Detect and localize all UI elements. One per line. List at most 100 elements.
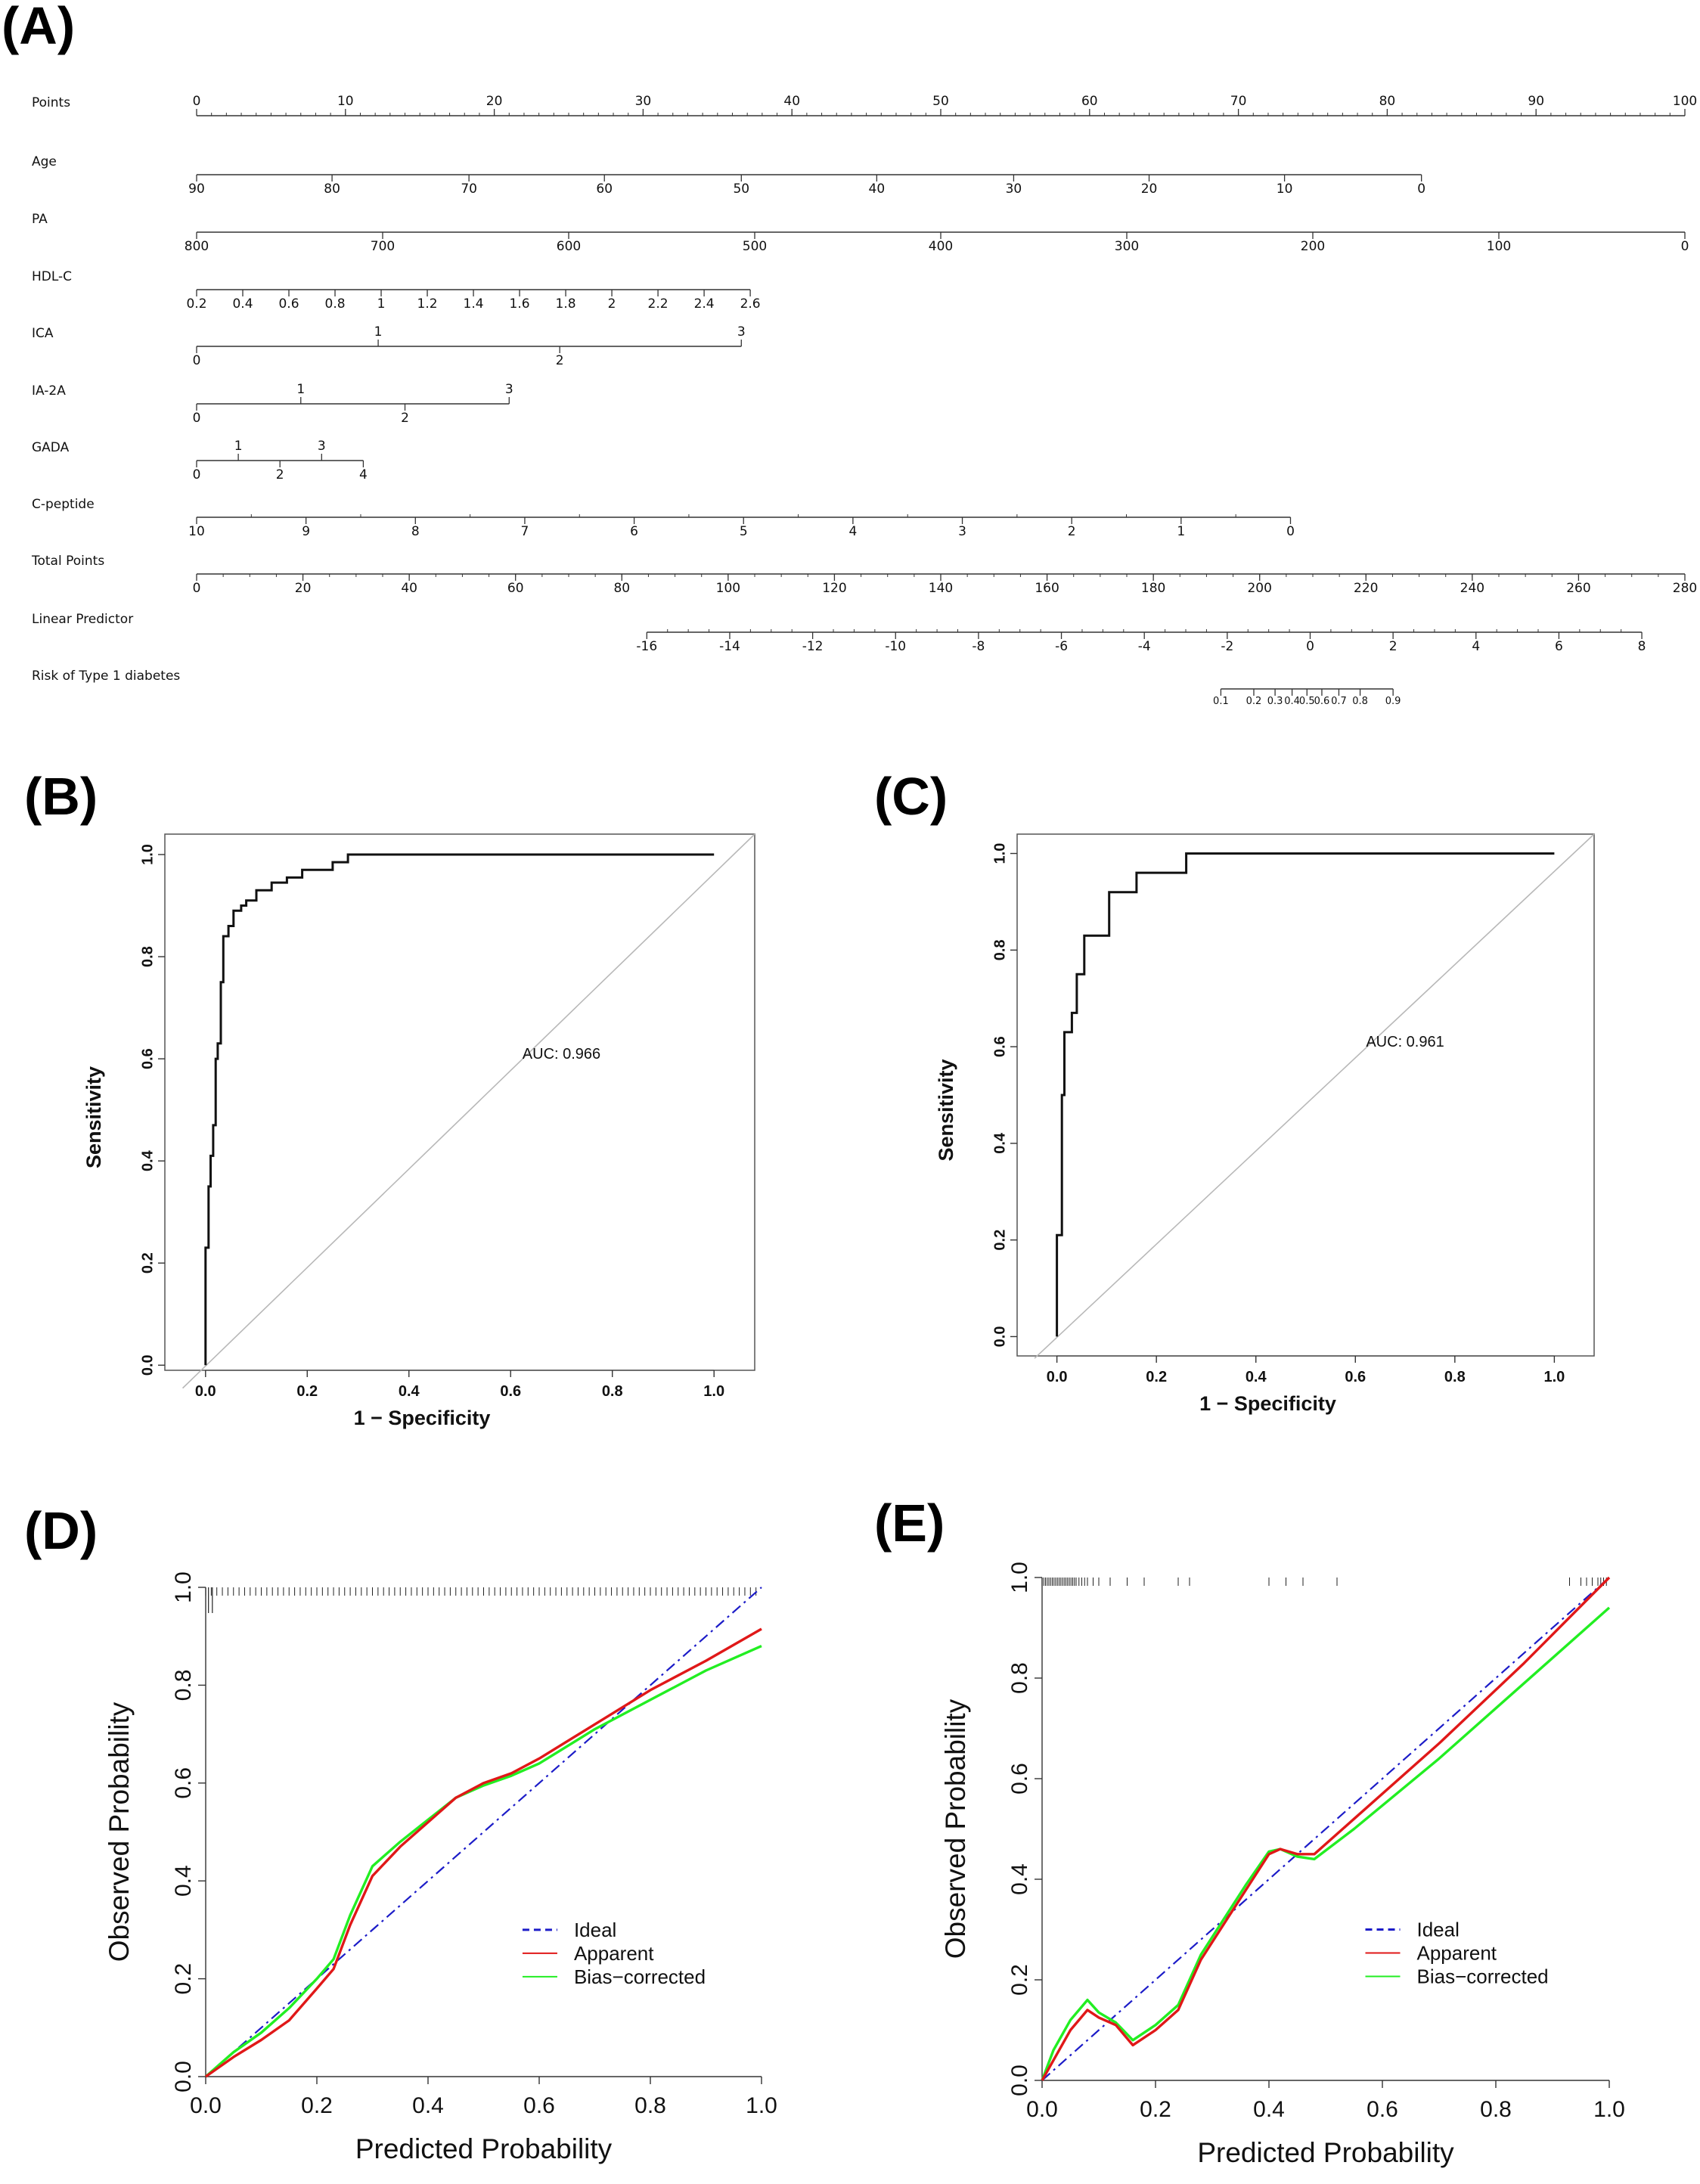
nomogram-tick-label-points: 60 bbox=[1081, 94, 1098, 109]
x-axis-title: Predicted Probability bbox=[355, 2133, 613, 2164]
nomogram-tick-label-linear-predictor: -4 bbox=[1138, 639, 1151, 654]
x-tick-label: 1.0 bbox=[703, 1383, 724, 1400]
nomogram-tick-label-pa: 500 bbox=[743, 239, 767, 254]
nomogram-tick-label-total-points: 40 bbox=[401, 581, 417, 596]
panel-letter-b: (B) bbox=[24, 767, 98, 826]
y-axis-title: Observed Probability bbox=[940, 1698, 971, 1959]
nomogram-tick-label-total-points: 120 bbox=[822, 581, 846, 596]
y-tick-label: 0.2 bbox=[171, 1963, 196, 1995]
legend-label-apparent: Apparent bbox=[1417, 1942, 1497, 1965]
x-tick-label: 1.0 bbox=[1543, 1369, 1565, 1385]
calibration-validation-panel: 0.0 0.2 0.4 0.6 0.8 1.0 0.0 0.2 0.4 0.6 0.8 1.0 Pred… bbox=[940, 1562, 1625, 2168]
nomogram-tick-label-total-points: 240 bbox=[1460, 581, 1484, 596]
nomogram-tick-label-ica: 2 bbox=[556, 353, 564, 368]
y-tick-label: 0.6 bbox=[991, 1036, 1008, 1057]
nomogram-tick-label-pa: 100 bbox=[1487, 239, 1511, 254]
nomogram-tick-label-gada: 0 bbox=[193, 467, 201, 482]
nomogram-tick-label-hdl-c: 1 bbox=[377, 296, 386, 312]
x-axis-title: 1 − Specificity bbox=[354, 1407, 491, 1429]
nomogram-label-ica: ICA bbox=[32, 326, 54, 341]
x-tick-label: 1.0 bbox=[746, 2093, 777, 2118]
nomogram-tick-label-pa: 600 bbox=[557, 239, 581, 254]
y-tick-label: 0.2 bbox=[139, 1252, 156, 1273]
nomogram-tick-label-age: 40 bbox=[869, 181, 886, 197]
nomogram-tick-label-linear-predictor: 0 bbox=[1306, 639, 1314, 654]
nomogram-tick-label-linear-predictor: -2 bbox=[1221, 639, 1233, 654]
nomogram-tick-label-gada: 1 bbox=[234, 439, 243, 454]
nomogram-label-hdl-c: HDL-C bbox=[32, 269, 72, 284]
panel-letter-e: (E) bbox=[874, 1494, 945, 1553]
auc-label: AUC: 0.961 bbox=[1366, 1034, 1444, 1050]
legend-label-ideal: Ideal bbox=[1417, 1919, 1460, 1941]
nomogram-label-gada: GADA bbox=[32, 440, 70, 455]
nomogram-tick-label-hdl-c: 0.6 bbox=[278, 296, 299, 312]
nomogram-tick-label-risk-of-type-1-diabetes: 0.5 bbox=[1299, 696, 1315, 707]
nomogram-tick-label-risk-of-type-1-diabetes: 0.7 bbox=[1331, 696, 1347, 707]
nomogram-tick-label-points: 10 bbox=[337, 94, 354, 109]
panel-letter-d: (D) bbox=[24, 1501, 98, 1560]
y-axis-title: Sensitivity bbox=[82, 1066, 105, 1168]
nomogram-tick-label-age: 30 bbox=[1006, 181, 1022, 197]
y-tick-label: 0.8 bbox=[171, 1670, 196, 1702]
nomogram-tick-label-c-peptide: 1 bbox=[1177, 524, 1185, 539]
nomogram-tick-label-hdl-c: 1.2 bbox=[417, 296, 438, 312]
nomogram-tick-label-ia-2a: 3 bbox=[505, 382, 513, 397]
nomogram-tick-label-risk-of-type-1-diabetes: 0.9 bbox=[1385, 696, 1401, 707]
nomogram-tick-label-risk-of-type-1-diabetes: 0.1 bbox=[1213, 696, 1229, 707]
nomogram-tick-label-c-peptide: 8 bbox=[411, 524, 420, 539]
nomogram-tick-label-points: 20 bbox=[486, 94, 503, 109]
diagonal-reference-line bbox=[1034, 833, 1595, 1359]
roc-curve-line bbox=[1056, 852, 1555, 1337]
nomogram-tick-label-c-peptide: 7 bbox=[521, 524, 529, 539]
y-tick-label: 0.4 bbox=[991, 1132, 1008, 1154]
x-tick-label: 0.2 bbox=[301, 2093, 333, 2118]
nomogram-tick-label-ia-2a: 1 bbox=[296, 382, 305, 397]
y-tick-label: 0.6 bbox=[171, 1767, 196, 1799]
nomogram-label-age: Age bbox=[32, 154, 57, 169]
nomogram-tick-label-c-peptide: 6 bbox=[630, 524, 638, 539]
nomogram-tick-label-gada: 2 bbox=[276, 467, 284, 482]
y-tick-label: 0.6 bbox=[139, 1048, 156, 1069]
nomogram-tick-label-linear-predictor: -10 bbox=[885, 639, 906, 654]
nomogram-tick-label-points: 100 bbox=[1673, 94, 1697, 109]
x-tick-label: 0.0 bbox=[1047, 1369, 1068, 1385]
x-tick-label: 0.0 bbox=[1026, 2097, 1058, 2122]
nomogram-tick-label-c-peptide: 10 bbox=[188, 524, 205, 539]
nomogram-tick-label-ica: 0 bbox=[193, 353, 201, 368]
y-tick-label: 1.0 bbox=[1007, 1562, 1032, 1593]
nomogram-tick-label-total-points: 0 bbox=[193, 581, 201, 596]
nomogram-label-points: Points bbox=[32, 95, 70, 110]
roc-curve-validation-panel: 0.0 0.2 0.4 0.6 0.8 1.0 0.0 0.2 0.4 0.6 0.8 1.0 1 − … bbox=[935, 833, 1595, 1415]
nomogram-tick-label-hdl-c: 1.4 bbox=[464, 296, 484, 312]
nomogram-tick-label-linear-predictor: -16 bbox=[636, 639, 657, 654]
nomogram-tick-label-linear-predictor: -12 bbox=[802, 639, 824, 654]
x-tick-label: 0.4 bbox=[399, 1383, 420, 1400]
nomogram-tick-label-c-peptide: 3 bbox=[958, 524, 966, 539]
x-tick-label: 0.6 bbox=[500, 1383, 521, 1400]
nomogram-label-c-peptide: C-peptide bbox=[32, 497, 95, 512]
nomogram-tick-label-total-points: 100 bbox=[716, 581, 740, 596]
y-tick-label: 0.0 bbox=[991, 1326, 1008, 1348]
legend-label-bias-corrected: Bias−corrected bbox=[574, 1965, 706, 1988]
panel-letter-a: (A) bbox=[2, 0, 75, 55]
nomogram-tick-label-total-points: 160 bbox=[1035, 581, 1059, 596]
nomogram-tick-label-linear-predictor: 4 bbox=[1472, 639, 1480, 654]
nomogram-tick-label-pa: 800 bbox=[185, 239, 209, 254]
nomogram-tick-label-total-points: 280 bbox=[1673, 581, 1697, 596]
x-tick-label: 0.6 bbox=[523, 2093, 555, 2118]
nomogram-tick-label-pa: 200 bbox=[1301, 239, 1325, 254]
nomogram-tick-label-age: 90 bbox=[188, 181, 205, 197]
x-tick-label: 0.8 bbox=[1480, 2097, 1512, 2122]
x-tick-label: 0.6 bbox=[1367, 2097, 1398, 2122]
nomogram-tick-label-hdl-c: 1.6 bbox=[510, 296, 530, 312]
nomogram-tick-label-age: 50 bbox=[733, 181, 749, 197]
y-tick-label: 0.2 bbox=[1007, 1964, 1032, 1996]
nomogram-tick-label-age: 0 bbox=[1417, 181, 1425, 197]
nomogram-label-total-points: Total Points bbox=[31, 554, 104, 569]
nomogram-label-ia-2a: IA-2A bbox=[32, 383, 66, 399]
nomogram-tick-label-risk-of-type-1-diabetes: 0.6 bbox=[1314, 696, 1330, 707]
nomogram-tick-label-pa: 700 bbox=[371, 239, 395, 254]
nomogram-tick-label-age: 80 bbox=[324, 181, 340, 197]
y-tick-label: 0.6 bbox=[1007, 1763, 1032, 1795]
